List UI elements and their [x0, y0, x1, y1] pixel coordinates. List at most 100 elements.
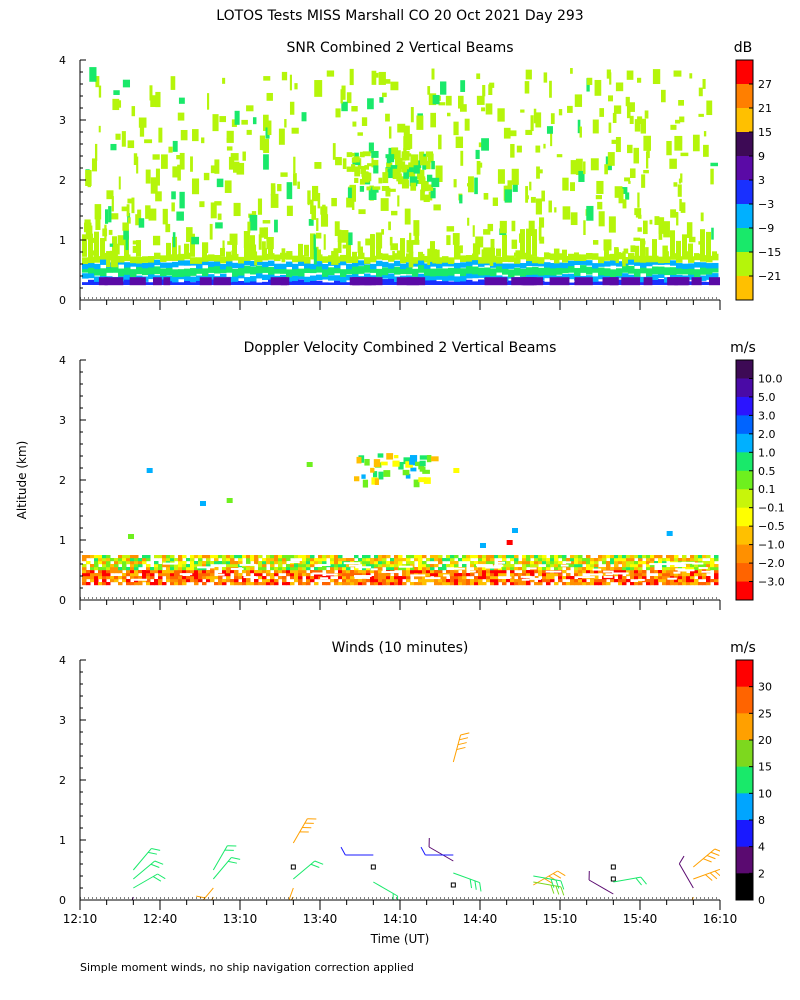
snr-cell	[496, 248, 501, 257]
snr-cell	[466, 279, 473, 285]
snr-cell	[580, 254, 587, 262]
velocity-cell	[402, 564, 407, 568]
velocity-cell	[354, 573, 359, 577]
snr-cell	[202, 268, 209, 277]
wind-barb-staff	[373, 881, 398, 897]
snr-cell	[202, 255, 209, 262]
snr-cell	[172, 232, 176, 248]
velocity-cell	[350, 582, 355, 586]
snr-cell	[267, 120, 272, 135]
velocity-cell	[634, 567, 639, 571]
velocity-cell	[302, 555, 307, 559]
velocity-cell	[626, 561, 631, 565]
velocity-cell	[138, 561, 143, 565]
velocity-cell	[550, 564, 555, 568]
snr-cell	[111, 196, 114, 212]
snr-cell	[85, 225, 93, 240]
velocity-cell	[510, 579, 515, 583]
velocity-cell	[370, 570, 375, 574]
velocity-cell	[574, 564, 579, 568]
snr-cell	[418, 273, 425, 280]
velocity-cell	[310, 561, 315, 565]
snr-cell	[712, 262, 719, 269]
snr-cell	[448, 267, 455, 276]
velocity-cell	[478, 567, 483, 571]
snr-cell	[594, 79, 602, 96]
snr-cell	[478, 257, 485, 264]
velocity-cell	[373, 459, 381, 468]
snr-cell	[622, 199, 627, 209]
snr-cell	[688, 243, 693, 257]
snr-cell	[385, 113, 390, 122]
colorbar-label: 8	[758, 814, 765, 827]
snr-cell	[238, 281, 245, 285]
velocity-cell	[438, 573, 443, 577]
velocity-cell	[414, 576, 419, 580]
velocity-cell	[570, 555, 575, 559]
velocity-cell	[106, 567, 111, 571]
snr-cell	[541, 190, 545, 202]
velocity-cell	[178, 555, 183, 559]
snr-cell	[412, 268, 419, 277]
snr-cell	[370, 255, 377, 263]
snr-cell	[286, 205, 293, 216]
velocity-cell	[658, 576, 663, 580]
velocity-cell	[614, 567, 619, 571]
snr-cell	[361, 172, 370, 183]
colorbar-label: 27	[758, 78, 772, 91]
velocity-cell	[270, 573, 275, 577]
wind-barb-flag	[190, 904, 199, 906]
snr-cell	[262, 253, 269, 261]
wind-barb-flag	[459, 737, 469, 741]
velocity-cell	[338, 555, 343, 559]
snr-cell	[346, 197, 353, 208]
velocity-cell	[170, 579, 175, 583]
velocity-cell	[126, 570, 131, 574]
velocity-cell	[662, 561, 667, 565]
velocity-cell	[226, 561, 231, 565]
velocity-cell	[334, 582, 339, 586]
velocity-cell	[394, 455, 399, 459]
snr-cell	[590, 158, 599, 171]
snr-cell	[335, 251, 339, 262]
velocity-cell	[246, 561, 251, 565]
snr-cell	[382, 172, 389, 184]
velocity-cell	[418, 558, 423, 562]
velocity-cell	[630, 561, 635, 565]
velocity-cell	[462, 573, 467, 577]
velocity-cell	[298, 573, 303, 577]
velocity-cell	[466, 582, 471, 586]
velocity-cell	[454, 561, 459, 565]
velocity-cell	[638, 570, 643, 574]
velocity-cell	[402, 573, 407, 577]
snr-cell	[507, 180, 512, 197]
snr-cell	[136, 156, 139, 174]
snr-cell	[335, 156, 342, 166]
snr-cell	[346, 234, 351, 257]
snr-cell	[154, 266, 161, 275]
snr-cell	[529, 181, 532, 191]
colorbar-swatch	[736, 793, 753, 821]
velocity-cell	[550, 561, 555, 565]
snr-cell	[280, 266, 287, 274]
velocity-cell	[402, 582, 407, 586]
snr-cell	[562, 262, 569, 269]
velocity-gap	[638, 578, 645, 581]
snr-cell	[88, 272, 95, 279]
velocity-cell	[602, 573, 607, 577]
velocity-cell	[138, 558, 143, 562]
velocity-cell	[426, 579, 431, 583]
velocity-cell	[218, 576, 223, 580]
velocity-cell	[574, 582, 579, 586]
wind-barb-flag	[231, 857, 241, 860]
snr-cell	[84, 219, 91, 225]
wind-barb-staff	[131, 896, 134, 900]
velocity-cell	[511, 528, 518, 533]
snr-cell	[532, 229, 537, 257]
snr-cell	[163, 277, 171, 286]
velocity-cell	[254, 570, 259, 574]
y-tick-label: 1	[59, 534, 66, 547]
velocity-cell	[618, 582, 623, 586]
velocity-cell	[306, 576, 311, 580]
velocity-cell	[274, 570, 279, 574]
